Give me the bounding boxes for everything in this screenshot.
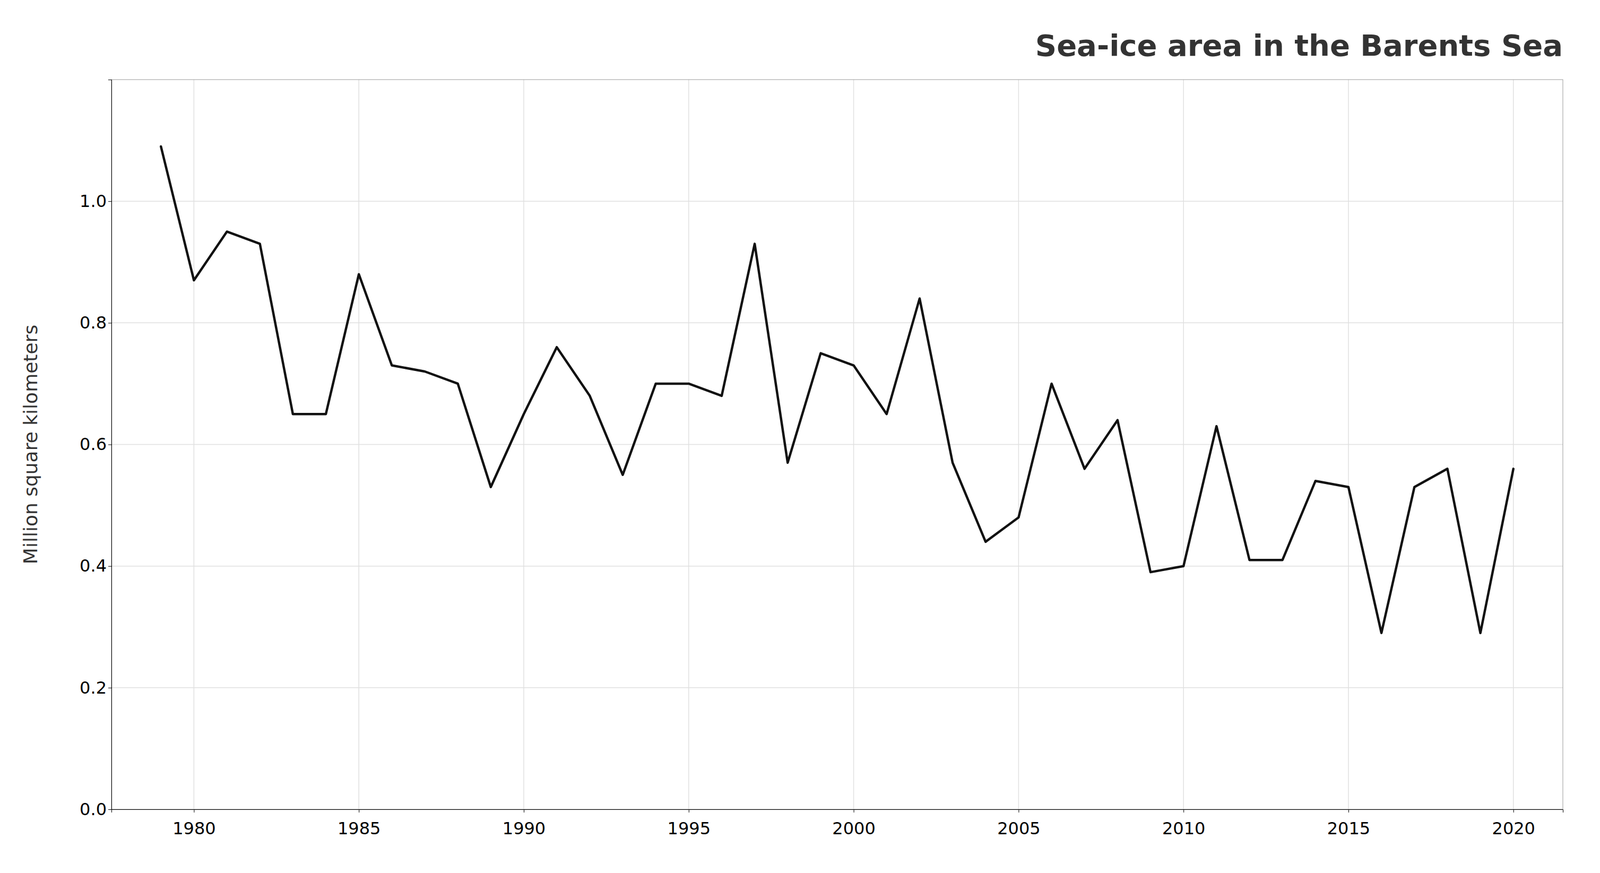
y-tick: 0.6 (79, 434, 112, 455)
x-tick-label: 1990 (502, 818, 546, 839)
x-tick: 1980 (172, 809, 216, 839)
x-tick: 2020 (1492, 809, 1536, 839)
y-tick-mark (108, 687, 112, 689)
x-tick: 2010 (1162, 809, 1206, 839)
y-grid-line (111, 322, 1563, 324)
y-tick-mark (108, 444, 112, 446)
y-tick: 1.0 (79, 191, 112, 212)
y-tick-label: 0.6 (79, 434, 107, 455)
y-tick: 0.2 (79, 677, 112, 698)
y-tick-mark (108, 322, 112, 324)
y-tick-label: 0.8 (79, 312, 107, 333)
y-grid-line (111, 444, 1563, 446)
y-tick-label: 0.0 (79, 799, 107, 820)
x-tick: 1990 (502, 809, 546, 839)
title: Sea-ice area in the Barents Sea (1035, 28, 1563, 63)
x-tick: 2005 (997, 809, 1041, 839)
chart: 1980198519901995200020052010201520200.00… (0, 0, 1600, 873)
x-tick-mark (853, 809, 855, 813)
x-axis-line (111, 809, 1564, 814)
x-tick-mark (193, 809, 195, 813)
x-tick-label: 2010 (1162, 818, 1206, 839)
y-grid-line (111, 687, 1563, 689)
line (160, 146, 1514, 634)
grid (111, 79, 1563, 810)
y-tick-label: 0.4 (79, 555, 107, 576)
x-tick-label: 2015 (1327, 818, 1371, 839)
x-tick-mark (1513, 809, 1515, 813)
y-tick-label: 1.0 (79, 191, 107, 212)
x-tick: 1995 (667, 809, 711, 839)
y-grid-line (111, 565, 1563, 567)
x-tick-label: 2005 (997, 818, 1041, 839)
x-tick-mark (688, 809, 690, 813)
y-tick: 0.4 (79, 555, 112, 576)
x-tick-label: 1995 (667, 818, 711, 839)
y-tick: 0.8 (79, 312, 112, 333)
x-tick: 2015 (1327, 809, 1371, 839)
y-tick-mark (108, 566, 112, 567)
x-tick-label: 1985 (337, 818, 381, 839)
x-tick-mark (523, 809, 525, 813)
y-tick-label: 0.2 (79, 677, 107, 698)
x-axis: 1980 1985 1990 1995 2000 2005 2010 2015 2020 (111, 809, 1564, 839)
y-tick: 0.0 (79, 799, 112, 820)
x-tick-mark (358, 809, 360, 813)
x-tick-mark (1018, 809, 1019, 813)
marks (160, 146, 1514, 634)
y-tick-mark (108, 201, 112, 202)
x-tick-mark (1348, 809, 1349, 813)
y-axis-line (108, 80, 112, 810)
plot-frame (111, 79, 1563, 810)
x-tick: 2000 (832, 809, 876, 839)
y-axis-title: Million square kilometers (19, 324, 42, 565)
y-tick-mark (108, 809, 112, 810)
plot-area: 1980198519901995200020052010201520200.00… (79, 79, 1563, 839)
x-tick: 1985 (337, 809, 381, 839)
x-tick-label: 1980 (172, 818, 216, 839)
y-grid-line (111, 200, 1563, 202)
x-tick-label: 2000 (832, 818, 876, 839)
x-tick-label: 2020 (1492, 818, 1536, 839)
y-axis: 0.0 0.2 0.4 0.6 0.8 1.0 (79, 80, 112, 820)
x-tick-mark (1183, 809, 1184, 813)
